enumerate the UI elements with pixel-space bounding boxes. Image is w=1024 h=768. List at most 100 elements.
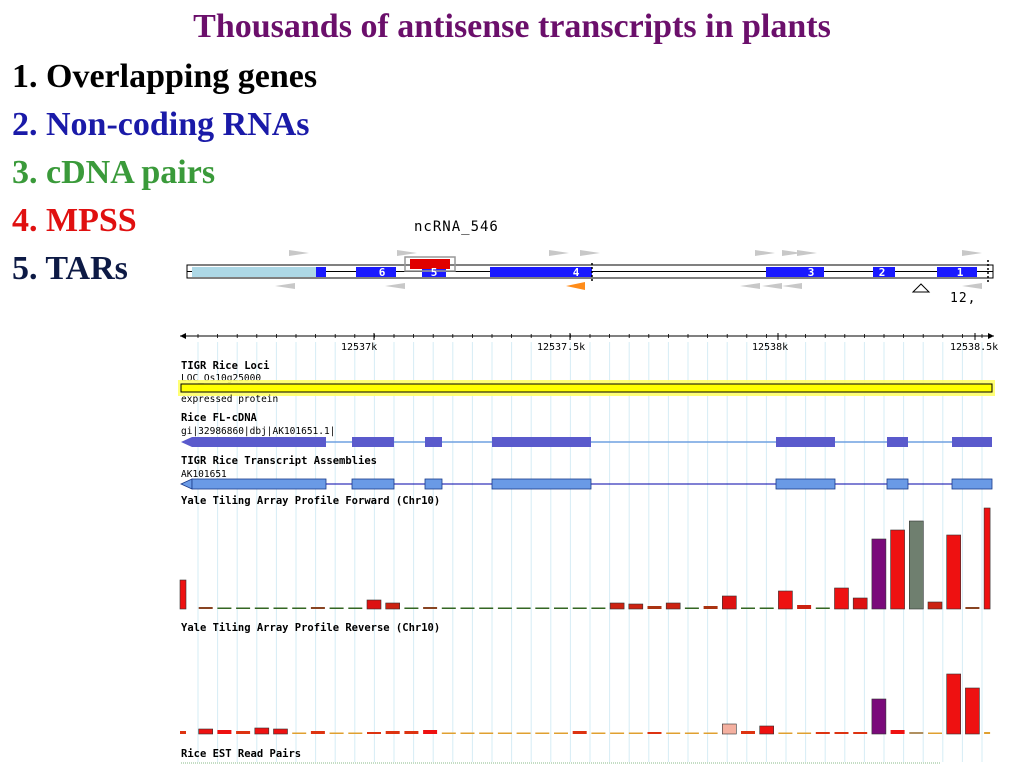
exon-label: 4 [573, 266, 580, 279]
profile-bar [609, 602, 625, 610]
list-item-noncoding-rnas: 2. Non-coding RNAs [12, 106, 310, 144]
list-number: 1. [12, 58, 38, 95]
forward-arrow [397, 250, 417, 256]
forward-arrow [962, 250, 982, 256]
profile-bar [591, 732, 606, 734]
profile-bar [834, 732, 849, 734]
profile-bar [927, 601, 943, 610]
profile-bar [292, 607, 307, 609]
profile-bar [684, 607, 699, 609]
list-item-mpss: 4. MPSS [12, 202, 137, 240]
profile-bar [217, 730, 232, 734]
forward-arrow [797, 250, 817, 256]
profile-bar [310, 731, 325, 734]
profile-bar [759, 725, 775, 735]
profile-bar [890, 730, 905, 734]
exon-block-3 [766, 267, 824, 277]
profile-bar [665, 602, 681, 610]
grid-lines [197, 342, 983, 762]
profile-bar [404, 607, 419, 609]
reverse-arrows [275, 282, 982, 290]
profile-bar [254, 727, 270, 735]
profile-bar [628, 732, 643, 734]
profile-bar [535, 607, 550, 609]
list-number: 4. [12, 202, 38, 239]
profile-bar [759, 607, 774, 609]
track-desc-loci: expressed protein [181, 394, 278, 405]
profile-bar [385, 731, 400, 734]
profile-bar [965, 607, 980, 609]
ruler-tick-label: 12537.5k [537, 342, 585, 353]
profile-bar [554, 732, 568, 734]
profile-bar [666, 732, 681, 734]
profile-bar [834, 587, 849, 610]
profile-bar [703, 732, 718, 734]
track-id-flcdna: gi|32986860|dbj|AK101651.1| [181, 426, 335, 437]
reverse-profile-bars [180, 673, 991, 735]
flcdna-gene-model [181, 437, 992, 447]
reverse-arrow [782, 283, 802, 289]
exon-block-6 [356, 267, 396, 277]
profile-bar [890, 529, 905, 610]
profile-bar [273, 607, 288, 609]
ncrna-label: ncRNA_546 [414, 219, 499, 235]
ruler-tick-label: 12538k [752, 342, 788, 353]
exon-block-1 [937, 267, 977, 277]
track-title-est: Rice EST Read Pairs [181, 748, 301, 760]
profile-bar [516, 607, 531, 609]
forward-profile-bars [179, 507, 991, 610]
corner-label: 12, [950, 291, 976, 306]
profile-bar [610, 732, 625, 734]
profile-bar [908, 520, 924, 610]
profile-bar [385, 602, 401, 610]
profile-bar [909, 732, 924, 734]
profile-bar [628, 603, 644, 610]
exon-label: 6 [379, 266, 386, 279]
list-text: Overlapping genes [46, 58, 318, 95]
profile-bar [310, 607, 325, 609]
profile-bar [647, 606, 662, 609]
ruler-tick-label: 12538.5k [950, 342, 998, 353]
profile-bar [721, 595, 737, 610]
profile-bar [815, 607, 830, 609]
profile-bar [198, 728, 213, 735]
profile-bar [441, 607, 456, 609]
track-title-flcdna: Rice FL-cDNA [181, 412, 258, 424]
exon-label: 1 [957, 266, 964, 279]
forward-arrow [782, 250, 802, 256]
profile-bar [871, 538, 887, 610]
ruler-tick-label: 12537k [341, 342, 377, 353]
reverse-arrow [740, 283, 760, 289]
profile-bar [366, 599, 382, 610]
profile-bar [441, 732, 456, 734]
list-number: 3. [12, 154, 38, 191]
forward-arrow [289, 250, 309, 256]
forward-arrows [289, 250, 982, 256]
profile-bar [983, 507, 991, 610]
profile-bar [703, 606, 718, 609]
ncrna-arrow [566, 282, 585, 290]
exon-label: 3 [808, 266, 815, 279]
gene-model-diagram: ncRNA_546 6 5 4 3 2 1 [186, 219, 994, 306]
profile-bar [554, 607, 568, 609]
track-title-assemblies: TIGR Rice Transcript Assemblies [181, 455, 377, 467]
profile-bar [928, 732, 942, 734]
profile-bar [647, 732, 662, 734]
list-item-tars: 5. TARs [12, 250, 128, 288]
forward-arrow [755, 250, 775, 256]
profile-bar [516, 732, 531, 734]
slide-title: Thousands of antisense transcripts in pl… [193, 8, 831, 45]
profile-bar [984, 732, 991, 734]
profile-bar [329, 732, 344, 734]
track-id-loci: LOC_Os10g25000 [181, 373, 261, 384]
assembly-gene-model [180, 478, 993, 490]
profile-bar [497, 607, 512, 609]
exon-block-5 [422, 267, 446, 277]
profile-bar [497, 732, 512, 734]
profile-bar [815, 732, 830, 734]
reverse-arrow [385, 283, 405, 289]
exon-label: 5 [431, 266, 438, 279]
utr-region [192, 267, 322, 277]
profile-bar [572, 731, 587, 734]
